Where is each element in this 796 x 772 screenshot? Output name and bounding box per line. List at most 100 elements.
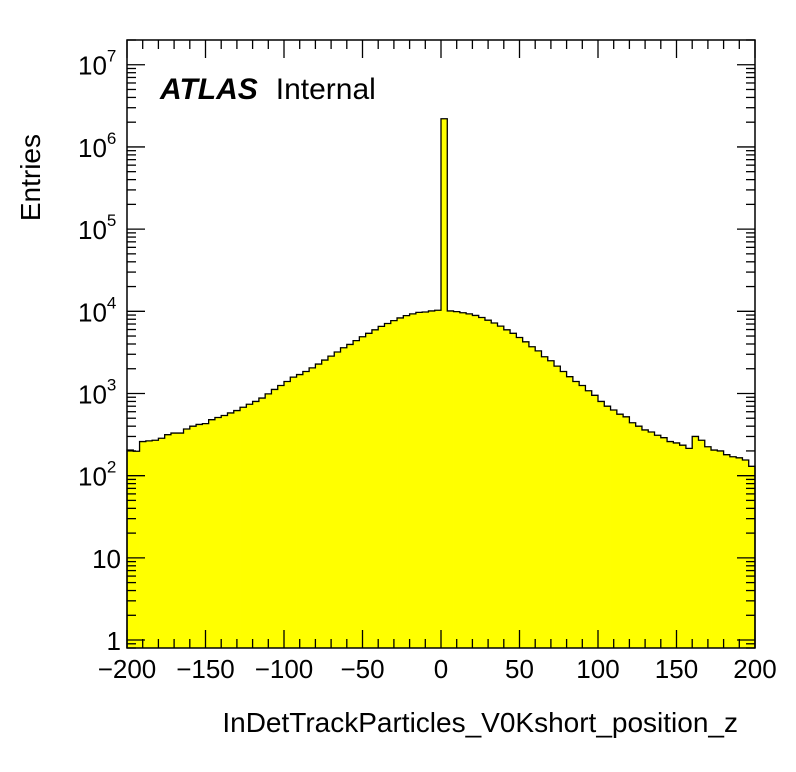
x-tick-label: 0 — [434, 654, 448, 684]
histogram-bin — [736, 457, 743, 648]
y-tick-label: 10 — [92, 544, 121, 574]
histogram-bin — [246, 404, 253, 648]
histogram-bin — [497, 326, 505, 648]
histogram-bin — [422, 312, 429, 648]
y-tick-label: 107 — [78, 47, 116, 81]
histogram-bin — [704, 446, 712, 648]
histogram-bin — [541, 356, 549, 648]
histogram-bin — [227, 412, 235, 648]
x-tick-label: −200 — [98, 654, 157, 684]
histogram-bin — [365, 333, 373, 648]
histogram-bin — [296, 374, 304, 648]
x-tick-label: −100 — [255, 654, 314, 684]
histogram-bin — [711, 450, 718, 648]
histogram-bin — [378, 326, 385, 648]
histogram-bin — [233, 410, 241, 648]
histogram-bin — [654, 435, 662, 648]
histogram-bin — [566, 376, 574, 648]
histogram-bin — [742, 460, 750, 648]
histogram-bin — [459, 312, 467, 648]
histogram-bin — [629, 422, 637, 648]
y-tick-label: 106 — [78, 129, 116, 163]
histogram-bin — [397, 317, 404, 648]
histogram-bin — [535, 350, 542, 648]
histogram-bin — [353, 340, 360, 648]
histogram-bin — [346, 344, 354, 648]
atlas-label-bold: ATLAS — [159, 73, 258, 106]
histogram-bin — [466, 313, 473, 648]
histogram-bin — [522, 341, 530, 648]
x-tick-label: 100 — [576, 654, 619, 684]
atlas-label: ATLAS Internal — [159, 73, 376, 106]
histogram-bin — [554, 366, 561, 648]
histogram-bin — [145, 440, 153, 648]
x-tick-label: −50 — [340, 654, 384, 684]
histogram-bin — [189, 426, 197, 648]
histogram-bin — [240, 407, 247, 648]
histogram-bin — [478, 317, 486, 648]
histogram-bin — [327, 356, 335, 648]
histogram-bin — [598, 401, 605, 648]
histogram-bin — [685, 448, 693, 648]
histogram-bin — [667, 441, 674, 648]
histogram-bin — [127, 450, 134, 648]
histogram-bin — [441, 118, 448, 648]
histogram-bin — [434, 310, 442, 648]
histogram-bin — [290, 377, 297, 648]
histogram-bin — [503, 329, 511, 648]
histogram-outline — [126, 118, 756, 648]
y-axis-title: Entries — [15, 134, 46, 221]
x-tick-label: 200 — [733, 654, 776, 684]
histogram-bin — [390, 320, 398, 648]
histogram-bin — [660, 437, 668, 648]
histogram-bin — [133, 451, 140, 648]
y-tick-label: 1 — [107, 626, 121, 656]
histogram-bin — [415, 312, 423, 648]
x-tick-label: 50 — [505, 654, 534, 684]
histogram-bin — [547, 360, 555, 648]
histogram-bin — [428, 310, 436, 648]
histogram-bin — [641, 429, 649, 648]
histogram-bin — [284, 381, 291, 648]
histogram-bin — [491, 323, 498, 648]
histogram-bin — [748, 466, 756, 648]
histogram-bin — [214, 417, 222, 648]
histogram-bin — [585, 390, 593, 648]
histogram-bin — [208, 419, 216, 648]
histogram-bin — [610, 409, 618, 648]
histogram-bin — [302, 371, 310, 648]
y-tick-label: 102 — [78, 458, 116, 492]
histogram-bin — [717, 450, 724, 648]
histogram-bin — [516, 337, 524, 648]
histogram-bin — [359, 336, 367, 648]
histogram-bin — [321, 360, 329, 648]
histogram-bin — [315, 364, 323, 648]
y-tick-labels: 1 10 102 103 104 105 106 107 — [78, 47, 121, 656]
histogram-bars — [127, 118, 756, 648]
histogram-bin — [692, 436, 699, 648]
histogram-bin — [698, 440, 706, 648]
y-tick-label: 103 — [78, 375, 116, 409]
y-tick-label: 104 — [78, 293, 116, 327]
histogram-bin — [729, 456, 737, 648]
histogram-bin — [152, 440, 159, 648]
atlas-label-normal: Internal — [276, 73, 376, 106]
histogram-bin — [196, 424, 203, 648]
histogram-bin — [164, 434, 172, 648]
histogram-bin — [579, 385, 586, 648]
histogram-bin — [170, 433, 178, 648]
histogram-bin — [271, 389, 279, 648]
histogram-bin — [484, 320, 492, 648]
histogram-bin — [309, 367, 316, 648]
histogram-bin — [673, 442, 681, 648]
histogram-bin — [648, 431, 655, 648]
histogram-bin — [258, 398, 266, 648]
histogram-bin — [604, 406, 611, 648]
histogram-bin — [472, 315, 480, 648]
histogram-bin — [453, 311, 461, 648]
histogram-bin — [723, 454, 731, 648]
histogram-bin — [265, 393, 272, 648]
x-tick-labels: −200 −150 −100 −50 0 50 100 150 200 — [98, 654, 777, 684]
histogram-bin — [202, 423, 210, 648]
